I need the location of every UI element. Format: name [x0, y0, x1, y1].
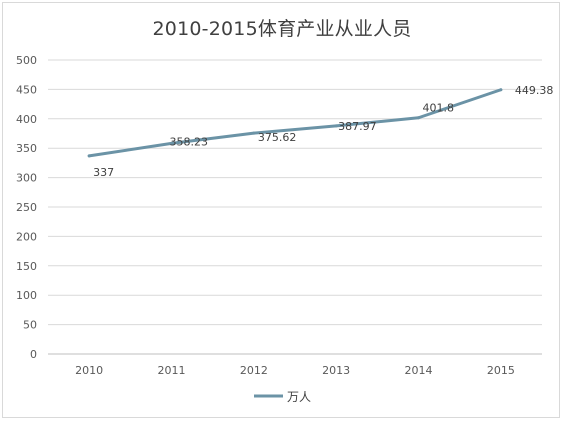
y-tick-label: 300: [16, 172, 37, 185]
data-point: [252, 131, 256, 135]
data-label: 401.8: [423, 102, 455, 115]
data-point: [170, 141, 173, 145]
series-line: [87, 88, 503, 158]
y-tick-label: 500: [16, 54, 37, 67]
y-tick-label: 100: [16, 289, 37, 302]
data-label: 449.38: [515, 84, 554, 97]
x-tick-label: 2012: [240, 364, 268, 377]
y-axis-ticks: 0 50 100 150 200 250 300 350 400 450 500: [16, 54, 37, 361]
y-tick-label: 250: [16, 201, 37, 214]
chart-title: 2010-2015体育产业从业人员: [152, 18, 412, 40]
legend-label: 万人: [287, 390, 311, 404]
gridlines: [48, 59, 542, 355]
series-layer: [87, 88, 503, 158]
data-label: 387.97: [338, 120, 377, 133]
data-labels: 337 358.23 375.62 387.97 401.8 449.38: [93, 84, 553, 179]
y-tick-label: 150: [16, 260, 37, 273]
x-tick-label: 2010: [75, 364, 103, 377]
x-axis-ticks: 2010 2011 2012 2013 2014 2015: [75, 364, 515, 377]
y-tick-label: 400: [16, 113, 37, 126]
chart-frame: [2, 2, 560, 418]
x-tick-label: 2013: [322, 364, 350, 377]
x-tick-label: 2015: [487, 364, 515, 377]
legend: 万人: [254, 390, 311, 404]
data-label: 337: [93, 166, 114, 179]
x-tick-label: 2014: [405, 364, 433, 377]
y-tick-label: 450: [16, 83, 37, 96]
data-point: [334, 124, 338, 128]
data-point: [417, 116, 420, 120]
data-point: [499, 88, 503, 92]
y-tick-label: 350: [16, 142, 37, 155]
data-point: [87, 154, 91, 158]
data-label: 375.62: [258, 131, 297, 144]
y-tick-label: 200: [16, 230, 37, 243]
y-tick-label: 0: [30, 348, 37, 361]
x-tick-label: 2011: [158, 364, 186, 377]
y-tick-label: 50: [23, 319, 37, 332]
data-label: 358.23: [170, 135, 209, 148]
